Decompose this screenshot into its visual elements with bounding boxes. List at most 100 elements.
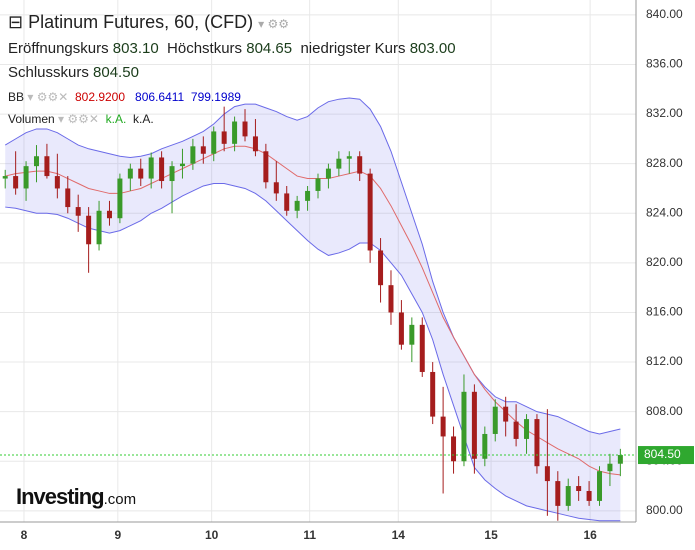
candle-body [190,146,196,164]
label: Volumen [8,112,55,126]
x-tick-label: 14 [392,528,406,542]
value: 803.00 [409,40,456,57]
candle-body [179,163,185,167]
y-tick-label: 836.00 [646,57,683,71]
candle-body [33,156,39,167]
candle-body [336,158,342,169]
candle-body [284,193,290,211]
y-tick-label: 812.00 [646,354,683,368]
candle-body [430,371,436,417]
y-tick-label: 820.00 [646,255,683,269]
candle-body [96,210,102,245]
candle-body [86,215,92,245]
candle-body [419,324,425,372]
logo-suffix: .com [103,491,137,508]
last-price-label: 804.50 [644,447,681,461]
candle-body [378,250,384,286]
value: 806.6411 [135,90,185,104]
candle-body [367,173,373,251]
candle-body [513,421,519,439]
logo: Investing.com [16,484,136,510]
candle-body [232,121,238,144]
volume-row: Volumen ▾ ⚙⚙✕ k.A. k.A. [8,112,154,126]
candle-body [44,156,50,177]
candle-body [13,176,19,189]
value: 799.1989 [190,90,241,104]
candle-body [461,391,467,462]
candle-body [169,166,175,182]
value: 804.65 [246,40,293,57]
candle-body [117,178,123,219]
candle-body [221,131,227,144]
candle-body [305,190,311,201]
candle-body [357,156,363,174]
value: 803.10 [112,40,159,57]
candle-body [159,157,165,182]
x-tick-label: 15 [484,528,498,542]
candle-body [325,168,331,179]
candle-body [617,455,623,464]
candle-body [586,491,592,501]
candle-body [65,188,71,208]
candle-body [273,182,279,194]
y-tick-label: 816.00 [646,305,683,319]
ohlc-row: Eröffnungskurs 803.10 Höchstkurs 804.65 … [8,40,456,57]
y-tick-label: 840.00 [646,7,683,21]
band-fill [5,97,621,521]
candle-body [148,157,154,179]
candle-body [388,285,394,313]
title-text: Platinum Futures, 60, (CFD) [28,12,254,32]
last-price-tag [638,446,694,465]
x-tick-label: 8 [21,528,28,542]
y-tick-label: 832.00 [646,106,683,120]
candle-body [576,486,582,492]
value: 802.9200 [74,90,126,104]
candle-body [315,178,321,191]
label: Schlusskurs [8,64,89,81]
candle-body [294,200,300,211]
candle-body [398,312,404,345]
candle-body [597,471,603,501]
candle-body [440,416,446,437]
y-tick-label: 824.00 [646,205,683,219]
band-upper [4,97,621,435]
close-row: Schlusskurs 804.50 [8,64,139,81]
candle-body [263,151,269,183]
candle-body [200,146,206,154]
candle-body [2,176,8,179]
label: BB [8,90,25,104]
candle-body [54,176,60,189]
x-tick-label: 10 [205,528,219,542]
label: Höchstkurs [167,40,243,57]
bb-row: BB ▾ ⚙⚙✕ 802.9200 806.6411 799.1989 [8,90,241,104]
y-tick-label: 800.00 [646,503,683,517]
candle-body [524,419,530,439]
logo-brand: Investing [16,484,105,509]
candle-body [503,406,509,422]
candle-body [451,436,457,462]
value: 804.50 [93,64,139,81]
label: Eröffnungskurs [8,40,109,57]
candle-body [242,121,248,137]
x-tick-label: 11 [303,528,316,542]
candle-body [534,419,540,467]
x-tick-label: 9 [114,528,121,542]
y-tick-label: 808.00 [646,404,683,418]
candle-body [565,486,571,506]
candle-body [211,131,217,154]
candle-body [75,207,81,216]
value: k.A. [133,112,154,126]
candle-body [346,156,352,159]
label: niedrigster Kurs [300,40,406,57]
candle-body [607,463,613,472]
candle-body [482,433,488,459]
band-lower [5,183,621,522]
candle-body [138,168,144,179]
value: k.A. [105,112,127,126]
candle-body [409,324,415,345]
candle-body [106,210,112,219]
candle-body [252,136,258,152]
candle-body [471,391,477,459]
